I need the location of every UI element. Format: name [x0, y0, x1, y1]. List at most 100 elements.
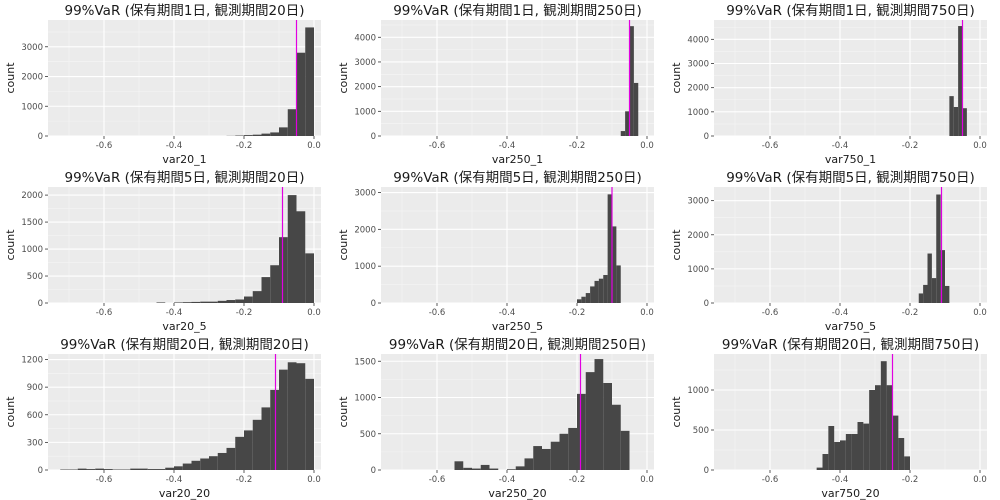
chart-title: 99%VaR (保有期間20日, 観測期間250日): [389, 336, 646, 353]
histogram-bar: [217, 300, 227, 303]
histogram-bar: [287, 109, 297, 136]
histogram-bar: [840, 440, 846, 470]
histogram-bar: [945, 285, 950, 303]
histogram-bar: [296, 211, 306, 303]
histogram-bar: [305, 253, 314, 303]
histogram-bar: [590, 286, 595, 303]
y-tick-label: 2000: [687, 84, 709, 94]
x-tick-label: -0.2: [569, 141, 586, 151]
x-axis-label: var250_5: [492, 320, 543, 333]
histogram-bar: [252, 134, 262, 136]
x-tick-label: -0.4: [832, 141, 849, 151]
y-axis-label: count: [337, 396, 350, 428]
x-axis-label: var250_1: [492, 153, 543, 166]
y-tick-label: 0: [38, 132, 43, 142]
y-tick-label: 1000: [687, 386, 709, 396]
y-axis-label: count: [670, 396, 683, 428]
histogram-bar: [923, 284, 928, 303]
histogram-bar: [270, 265, 279, 303]
y-tick-label: 1000: [354, 262, 376, 272]
x-tick-label: -0.4: [166, 475, 183, 485]
histogram-bar: [616, 265, 621, 303]
histogram-bar: [585, 293, 591, 303]
histogram-bar: [892, 415, 899, 470]
histogram-bar: [139, 468, 148, 470]
histogram-bar: [568, 427, 577, 470]
x-tick-label: -0.2: [902, 141, 919, 151]
histogram-bar: [147, 469, 157, 470]
y-axis-label: count: [4, 62, 17, 94]
histogram-bar: [607, 194, 612, 303]
y-tick-label: 500: [360, 430, 376, 440]
y-tick-label: 0: [371, 466, 376, 476]
histogram-bar: [542, 448, 551, 470]
histogram-bar: [235, 436, 244, 470]
histogram-bar: [191, 460, 201, 470]
x-tick-label: 0.0: [973, 141, 987, 151]
x-tick-label: -0.4: [499, 141, 516, 151]
y-tick-label: 300: [27, 438, 43, 448]
histogram-bar: [165, 467, 174, 470]
x-tick-label: 0.0: [973, 308, 987, 318]
histogram-panel-8: -0.6 -0.4 -0.2 0.0 0 500 1000 1500 99%VaR (保有期間2…: [337, 336, 654, 500]
x-tick-label: -0.2: [236, 308, 253, 318]
histogram-bar: [261, 133, 271, 136]
histogram-bar: [235, 299, 244, 303]
x-tick-label: -0.6: [762, 308, 779, 318]
histogram-bar: [279, 237, 288, 303]
histogram-bar: [904, 456, 910, 470]
chart-title: 99%VaR (保有期間5日, 観測期間20日): [64, 169, 304, 186]
histogram-bar: [603, 275, 608, 303]
x-tick-label: -0.4: [166, 308, 183, 318]
y-tick-label: 3000: [354, 58, 376, 68]
histogram-bar: [130, 468, 139, 470]
histogram-bar: [200, 301, 209, 303]
y-tick-label: 0: [371, 132, 376, 142]
histogram-bar: [953, 107, 959, 136]
y-tick-label: 0: [38, 466, 43, 476]
x-tick-label: -0.4: [832, 475, 849, 485]
histogram-bar: [472, 468, 481, 470]
plot-background: [714, 20, 987, 136]
histogram-bar: [550, 441, 560, 470]
y-tick-label: 1500: [354, 357, 376, 367]
y-axis-label: count: [4, 396, 17, 428]
histogram-bar: [857, 422, 864, 470]
chart-title: 99%VaR (保有期間5日, 観測期間750日): [726, 169, 975, 186]
histogram-bar: [104, 469, 113, 470]
histogram-panel-5: -0.6 -0.4 -0.2 0.0 0 1000 2000 3000 99%VaR (保有期間…: [337, 169, 654, 333]
x-tick-label: 0.0: [307, 308, 321, 318]
histogram-bar: [559, 433, 569, 470]
x-tick-label: -0.4: [499, 308, 516, 318]
histogram-bar: [594, 280, 599, 303]
histogram-bar: [86, 469, 96, 470]
x-tick-label: -0.2: [236, 475, 253, 485]
histogram-bar: [77, 468, 87, 470]
histogram-bar: [828, 426, 835, 470]
x-tick-label: -0.2: [569, 475, 586, 485]
y-tick-label: 500: [27, 272, 43, 282]
x-axis-label: var20_5: [162, 320, 206, 333]
histogram-bar: [226, 300, 236, 303]
x-axis-label: var20_20: [159, 487, 210, 500]
y-tick-label: 1000: [354, 107, 376, 117]
histogram-bar: [463, 467, 472, 470]
histogram-panel-2: -0.6 -0.4 -0.2 0.0 0 1000 2000 3000 4000 99%VaR (…: [337, 2, 654, 166]
histogram-bar: [533, 446, 542, 470]
y-tick-label: 4000: [354, 33, 376, 43]
histogram-bar: [940, 250, 945, 303]
histogram-bar: [279, 369, 288, 470]
histogram-bar: [156, 302, 166, 303]
histogram-panel-9: -0.6 -0.4 -0.2 0.0 0 500 1000 99%VaR (保有期間20日, …: [670, 336, 987, 500]
histogram-bar: [270, 389, 279, 470]
y-tick-label: 3000: [354, 189, 376, 199]
histogram-bar: [625, 111, 630, 136]
histogram-bar: [296, 363, 306, 470]
histogram-bar: [633, 82, 639, 136]
histogram-bar: [244, 135, 253, 136]
x-axis-label: var750_1: [825, 153, 876, 166]
histogram-bar: [880, 361, 887, 470]
x-tick-label: -0.4: [166, 141, 183, 151]
histogram-panel-3: -0.6 -0.4 -0.2 0.0 0 1000 2000 3000 4000 99%VaR (…: [670, 2, 987, 166]
